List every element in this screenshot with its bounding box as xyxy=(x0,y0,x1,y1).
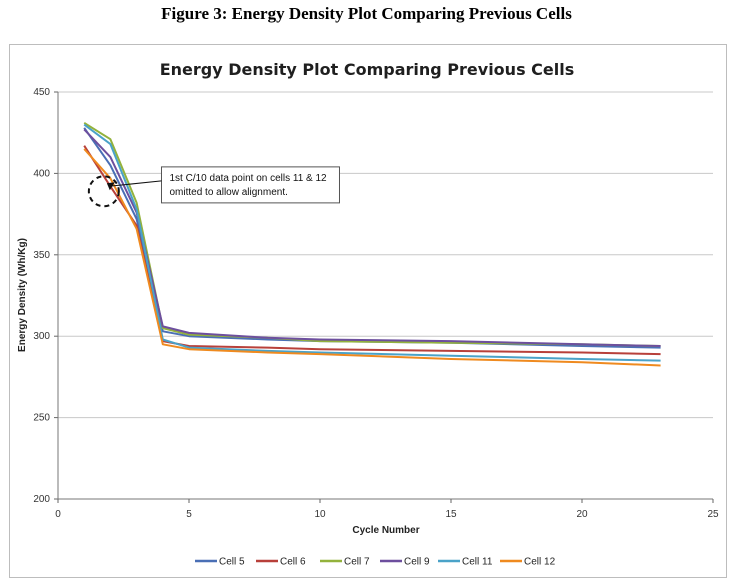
annotation-arrow-line xyxy=(108,180,162,187)
series-line-cell-9 xyxy=(83,128,661,347)
annotation-circle xyxy=(87,175,120,208)
legend-item-cell-11: Cell 11 xyxy=(438,557,493,568)
legend-label-cell-7: Cell 7 xyxy=(344,557,370,568)
series-line-cell-7 xyxy=(83,122,661,347)
annotation-arrow-head xyxy=(106,182,115,191)
legend-label-cell-12: Cell 12 xyxy=(524,557,556,568)
y-tick-label-400: 400 xyxy=(33,168,50,179)
y-tick-label-200: 200 xyxy=(33,494,50,505)
legend-item-cell-9: Cell 9 xyxy=(380,557,430,568)
legend: Cell 5 Cell 6 Cell 7 Cell 9 Cell 11 Cell 12 xyxy=(195,557,556,568)
x-tick-label-20: 20 xyxy=(576,509,588,520)
annotation-text-line-2: omitted to allow alignment. xyxy=(169,187,287,198)
x-tick-label-25: 25 xyxy=(707,509,719,520)
legend-label-cell-11: Cell 11 xyxy=(462,557,493,568)
legend-item-cell-12: Cell 12 xyxy=(500,557,556,568)
y-tick-label-450: 450 xyxy=(33,87,50,98)
annotation-layer: 1st C/10 data point on cells 11 & 12 omit… xyxy=(87,166,340,208)
series-line-cell-12 xyxy=(83,148,661,367)
legend-label-cell-9: Cell 9 xyxy=(404,557,430,568)
annotation-text-line-1: 1st C/10 data point on cells 11 & 12 xyxy=(169,173,327,184)
legend-item-cell-7: Cell 7 xyxy=(320,557,370,568)
series-line-cell-5 xyxy=(83,127,661,349)
series-layer xyxy=(83,122,661,367)
x-tick-label-15: 15 xyxy=(445,509,457,520)
legend-item-cell-5: Cell 5 xyxy=(195,557,245,568)
x-tick-label-0: 0 xyxy=(55,509,61,520)
series-line-cell-6 xyxy=(83,145,661,356)
chart-title: Energy Density Plot Comparing Previous C… xyxy=(160,60,575,79)
axis-layer: 200 250 300 350 400 450 0 5 10 15 20 25 xyxy=(33,87,719,520)
y-tick-label-300: 300 xyxy=(33,331,50,342)
y-axis-label: Energy Density (Wh/Kg) xyxy=(17,238,28,352)
legend-label-cell-6: Cell 6 xyxy=(280,557,306,568)
annotation-box xyxy=(160,166,340,204)
chart-frame xyxy=(9,44,727,578)
y-tick-label-350: 350 xyxy=(33,250,50,261)
x-axis-label: Cycle Number xyxy=(352,525,419,536)
legend-item-cell-6: Cell 6 xyxy=(256,557,306,568)
x-tick-label-10: 10 xyxy=(314,509,326,520)
y-tick-label-250: 250 xyxy=(33,413,50,424)
figure-title: Figure 3: Energy Density Plot Comparing … xyxy=(161,4,572,23)
legend-label-cell-5: Cell 5 xyxy=(219,557,245,568)
x-tick-label-5: 5 xyxy=(186,509,192,520)
grid-layer xyxy=(58,91,713,419)
series-line-cell-11 xyxy=(83,123,661,362)
